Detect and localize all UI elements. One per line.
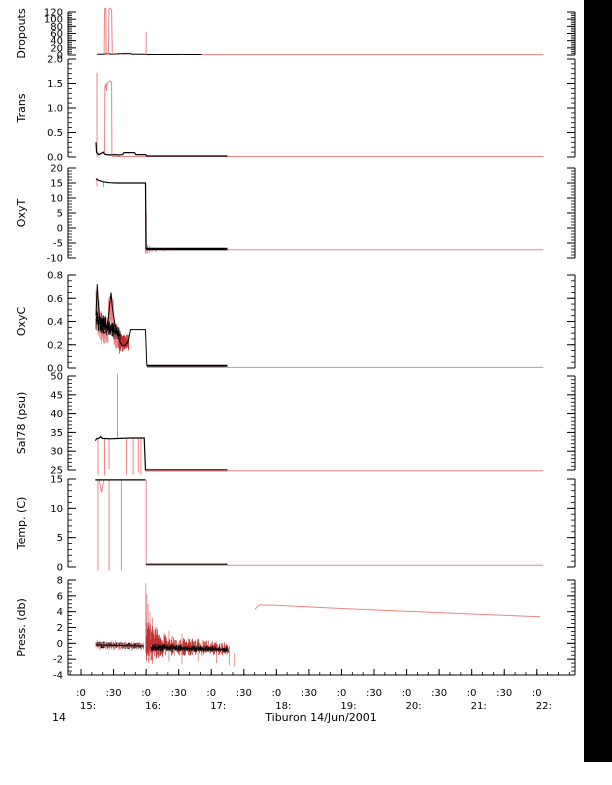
y-tick-label: 45 [50,390,63,401]
y-tick-label: 8 [57,576,63,587]
y-tick-label: -4 [53,671,63,682]
x-tick-minute-label: :30 [431,688,447,699]
y-tick-label: 35 [50,428,63,439]
panel-press: 8 6 4 2 0 -2 -4 Press. (db) [15,576,576,682]
x-tick-hour-label: 19: [340,701,356,712]
y-tick-label: 5 [57,533,63,544]
y-tick-label: -10 [47,254,63,265]
x-tick-hour-label: 22: [536,701,552,712]
x-tick-minute-label: :0 [76,688,86,699]
series-line-red [104,80,113,155]
series-noise-black [95,310,121,341]
y-tick-label: 20 [50,164,63,175]
panel-oxyt: 20 15 10 5 0 -5 -10 OxyT [15,164,576,265]
y-tick-label: 1.0 [47,104,63,115]
series-line-black [94,435,147,471]
x-tick-minute-label: :0 [337,688,347,699]
series-line-black [97,53,202,55]
series-line-black [95,178,147,250]
y-tick-label: 5 [57,209,63,220]
y-tick-label: 30 [50,447,63,458]
x-axis-day-label: 14 [52,711,66,724]
y-axis-name: OxyC [15,307,28,337]
x-tick-hour-label: 20: [406,701,422,712]
y-tick-label: -2 [53,655,63,666]
x-tick-hour-label: 21: [471,701,487,712]
y-tick-label: 0.0 [47,153,63,164]
series-line-red [254,604,541,618]
y-tick-label: 20 [50,43,63,54]
x-tick-hour-label: 15: [80,701,96,712]
x-tick-minute-label: :30 [171,688,187,699]
y-tick-label: 25 [50,466,63,477]
y-tick-label: 0 [57,563,63,574]
x-tick-minute-label: :30 [496,688,512,699]
y-tick-label: 1.5 [47,79,63,90]
y-tick-label: 0 [57,639,63,650]
y-axis-name: OxyT [15,199,28,228]
panel-trans: 2.0 1.5 1.0 0.5 0.0 Trans [15,55,576,164]
y-tick-label: 0.4 [47,317,63,328]
panel-oxyc: 0.8 0.6 0.4 0.2 0.0 OxyC [15,271,576,375]
y-tick-label: 50 [50,372,63,383]
x-tick-minute-label: :0 [532,688,542,699]
y-axis-name: Trans [15,93,28,123]
x-tick-minute-label: :30 [301,688,317,699]
y-axis-name: Press. (db) [15,598,28,657]
y-tick-label: 100 [44,15,63,26]
y-tick-label: 40 [50,409,63,420]
series-line-black [95,142,228,157]
y-tick-label: 0 [57,51,63,62]
y-tick-label: 0.2 [47,340,63,351]
y-tick-label: -5 [53,239,63,250]
series-line-black [95,644,144,647]
x-tick-hour-label: 16: [145,701,161,712]
x-tick-hour-label: 17: [210,701,226,712]
x-tick-minute-label: :0 [141,688,151,699]
series-line-black [95,284,148,366]
x-axis-title: Tiburon 14/Jun/2001 [265,711,377,724]
y-tick-label: 60 [50,29,63,40]
y-tick-label: 4 [57,607,63,618]
x-axis: :0 :30 :0 :30 :0 :30 :0 :30 :0 :30 :0 :30 :0 :30 :0 15:… [68,669,575,712]
y-tick-label: 0 [57,224,63,235]
y-tick-label: 0.8 [47,271,63,282]
x-tick-minute-label: :0 [206,688,216,699]
panel-temp: 15 10 5 0 Temp. (C) [15,475,576,574]
y-tick-label: 15 [50,179,63,190]
y-tick-label: 10 [50,194,63,205]
y-tick-label: 80 [50,22,63,33]
x-tick-hour-label: 18: [275,701,291,712]
y-tick-label: 40 [50,36,63,47]
y-tick-label: 0.6 [47,294,63,305]
y-tick-label: 0.5 [47,128,63,139]
y-tick-label: 2.0 [47,55,63,66]
series-line-black [151,646,229,651]
y-tick-label: 10 [50,504,63,515]
x-tick-minute-label: :30 [236,688,252,699]
series-line-red [103,7,113,55]
x-tick-minute-label: :0 [402,688,412,699]
x-tick-minute-label: :30 [106,688,122,699]
x-tick-minute-label: :0 [467,688,477,699]
y-tick-label: 120 [44,8,63,19]
series-line-red [98,479,105,493]
x-tick-minute-label: :30 [366,688,382,699]
panel-sal78: 50 45 40 35 30 25 Sal78 (psu) [15,372,576,477]
y-tick-label: 6 [57,591,63,602]
x-tick-minute-label: :0 [271,688,281,699]
y-axis-name: Sal78 (psu) [15,392,28,455]
series-noise-red_dark [145,622,167,663]
y-tick-label: 15 [50,475,63,486]
y-tick-label: 2 [57,623,63,634]
right-black-bar [584,0,612,762]
y-tick-label: 0.0 [47,364,63,375]
y-axis-name: Temp. (C) [15,497,28,551]
y-axis-name: Dropouts [15,8,28,58]
